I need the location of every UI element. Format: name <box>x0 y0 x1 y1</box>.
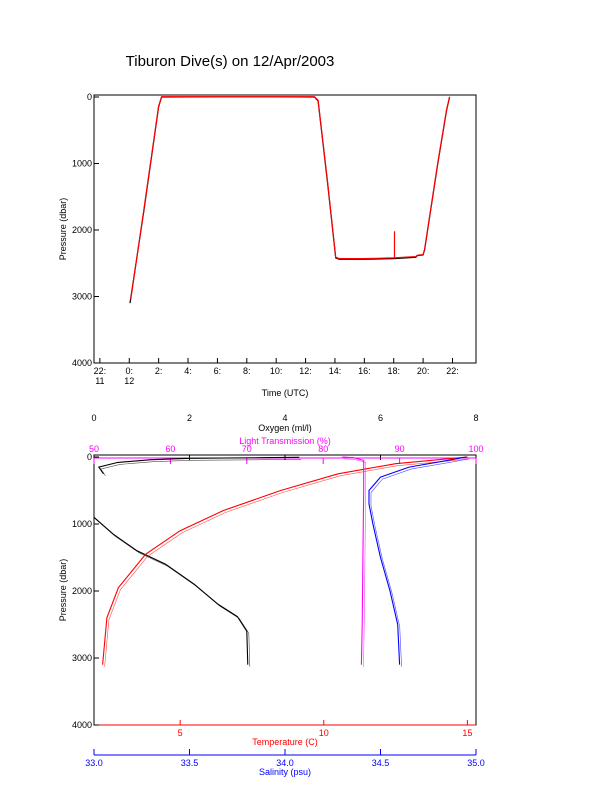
light-tick-label: 80 <box>318 444 328 454</box>
salinity-profile-line-cast <box>370 458 469 667</box>
time-plot-pressure-ticks: 0 1000 2000 3000 4000 <box>72 92 99 368</box>
salinity-tick-label: 34.0 <box>276 758 294 768</box>
time-tick-label: 8: <box>243 366 251 376</box>
time-tick-day-label: 12 <box>124 376 134 386</box>
time-plot-pressure-tick-label: 4000 <box>72 358 92 368</box>
oxygen-tick-label: 4 <box>282 413 287 423</box>
time-tick-label: 16: <box>358 366 371 376</box>
time-plot-pressure-tick-label: 0 <box>87 92 92 102</box>
time-tick-label: 2: <box>155 366 163 376</box>
time-axis-ticks: 22:110:122: 4: 6: 8: 10: 12: 14: 16: 18: 20: 22: <box>94 358 459 386</box>
oxygen-profile-line-cast <box>95 519 251 667</box>
profile-pressure-tick-label: 0 <box>87 452 92 462</box>
profile-pressure-tick-label: 4000 <box>72 720 92 730</box>
time-tick-label: 10: <box>270 366 283 376</box>
dive-pressure-line <box>130 96 451 300</box>
profile-pressure-tick-label: 2000 <box>72 586 92 596</box>
profile-plot: 0 2 4 6 8 50 60 70 80 90 100 5 10 15 33.0 33.5 34.0 34.5 3… <box>58 413 485 777</box>
oxygen-axis-label: Oxygen (ml/l) <box>258 423 312 433</box>
temperature-tick-label: 15 <box>462 728 472 738</box>
light-tick-label: 50 <box>89 444 99 454</box>
time-plot-pressure-label: Pressure (dbar) <box>58 198 68 261</box>
oxygen-profile-line-cast <box>100 459 302 476</box>
dive-pressure-line <box>129 96 451 304</box>
profile-plot-frame <box>93 454 477 726</box>
salinity-tick-label: 33.5 <box>181 758 199 768</box>
light-tick-label: 90 <box>395 444 405 454</box>
time-tick-label: 18: <box>387 366 400 376</box>
time-plot-frame <box>93 94 477 364</box>
salinity-tick-label: 35.0 <box>467 758 485 768</box>
oxygen-tick-label: 2 <box>187 413 192 423</box>
salinity-tick-label: 34.5 <box>372 758 390 768</box>
light-tick-label: 60 <box>165 444 175 454</box>
light-axis-label: Light Transmission (%) <box>239 436 331 446</box>
page-title: Tiburon Dive(s) on 12/Apr/2003 <box>126 53 335 70</box>
time-tick-label: 22: <box>94 366 107 376</box>
time-plot-series <box>129 96 451 304</box>
temperature-profile-line <box>102 456 468 665</box>
temperature-tick-label: 10 <box>319 728 329 738</box>
oxygen-tick-label: 0 <box>91 413 96 423</box>
oxygen-tick-label: 6 <box>378 413 383 423</box>
time-tick-label: 0: <box>126 366 134 376</box>
temperature-tick-label: 5 <box>178 728 183 738</box>
time-tick-label: 6: <box>214 366 222 376</box>
salinity-tick-label: 33.0 <box>85 758 103 768</box>
light-tick-label: 100 <box>468 444 483 454</box>
time-tick-label: 22: <box>446 366 459 376</box>
oxygen-tick-label: 8 <box>473 413 478 423</box>
oxygen-profile-line <box>97 456 300 475</box>
time-tick-label: 14: <box>329 366 342 376</box>
salinity-profile-line <box>368 456 467 665</box>
profile-pressure-tick-label: 1000 <box>72 519 92 529</box>
salinity-axis-label: Salinity (psu) <box>259 767 311 777</box>
profile-plot-series <box>93 456 470 667</box>
profile-plot-axes: 0 2 4 6 8 50 60 70 80 90 100 5 10 15 33.0 33.5 34.0 34.5 3… <box>72 413 485 768</box>
light-tick-label: 70 <box>242 444 252 454</box>
time-tick-day-label: 11 <box>95 376 104 386</box>
profile-pressure-tick-label: 3000 <box>72 653 92 663</box>
time-tick-label: 20: <box>417 366 430 376</box>
time-plot-pressure-tick-label: 1000 <box>72 158 92 168</box>
time-plot-pressure-tick-label: 2000 <box>72 225 92 235</box>
temperature-profile-line-cast <box>104 458 470 667</box>
light-profile-line <box>342 456 365 665</box>
time-axis-label: Time (UTC) <box>262 388 309 398</box>
oxygen-profile-line <box>93 516 249 665</box>
light-profile-line-cast <box>344 458 367 667</box>
temperature-axis-label: Temperature (C) <box>252 737 318 747</box>
time-tick-label: 4: <box>184 366 192 376</box>
time-plot-pressure-tick-label: 3000 <box>72 291 92 301</box>
time-tick-label: 12: <box>299 366 312 376</box>
profile-plot-pressure-label: Pressure (dbar) <box>58 559 68 622</box>
time-pressure-plot: 22:110:122: 4: 6: 8: 10: 12: 14: 16: 18: 20: 22: 0… <box>58 92 477 398</box>
